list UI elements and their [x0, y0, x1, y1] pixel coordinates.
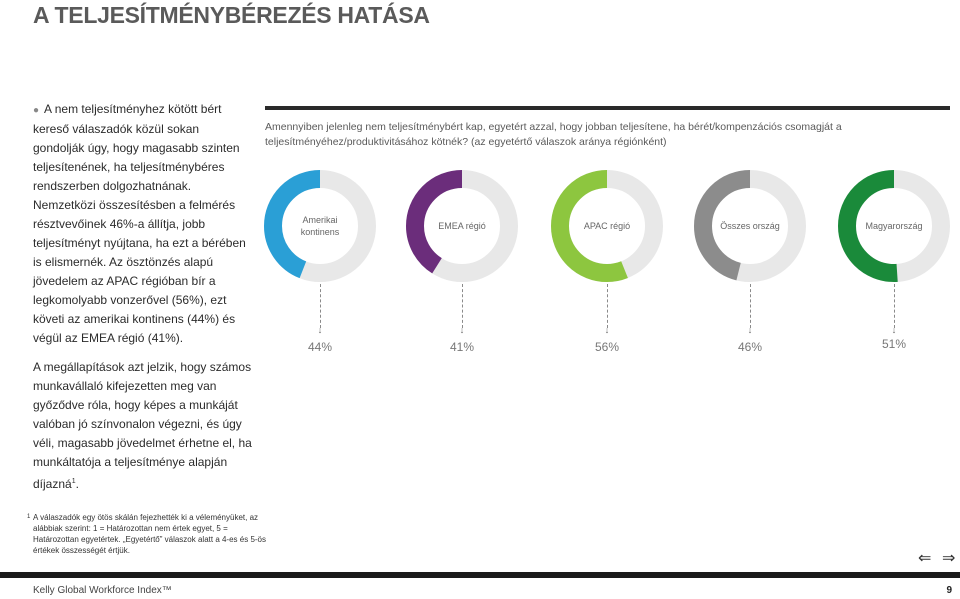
value-label-emea: 41% [449, 340, 475, 354]
page-number: 9 [946, 585, 952, 596]
arrow-down-icon: ↓ [604, 325, 610, 335]
value-label-all-countries: 46% [737, 340, 763, 354]
footer-bar [0, 572, 960, 578]
footnote-marker: 1 [27, 514, 31, 520]
donut-arc-americas [264, 170, 376, 282]
arrow-down-icon: ↓ [459, 325, 465, 335]
footer-brand: Kelly Global Workforce Index™ [33, 585, 172, 596]
arrow-down-icon: ↓ [317, 325, 323, 335]
footnote: 1 A válaszadók egy ötös skálán fejezhett… [27, 512, 273, 556]
donut-arc-apac [551, 170, 663, 282]
footnote-text: A válaszadók egy ötös skálán fejezhették… [33, 513, 267, 555]
prev-page-button[interactable]: ⇐ [918, 550, 932, 567]
donut-all-countries: Összes ország [694, 170, 806, 282]
arrow-down-icon: ↓ [891, 325, 897, 335]
donut-hungary: Magyarország [838, 170, 950, 282]
bullet-icon: ● [33, 105, 40, 116]
donut-label-emea: EMEA régió [438, 221, 486, 231]
donut-apac: APAC régió [551, 170, 663, 282]
page-title: A TELJESÍTMÉNYBÉREZÉS HATÁSA [33, 2, 430, 28]
connector-line-apac [607, 284, 608, 328]
section-divider [265, 106, 950, 110]
value-label-americas: 44% [307, 340, 333, 354]
donut-emea: EMEA régió [406, 170, 518, 282]
footnote-ref: 1 [71, 478, 76, 485]
connector-line-emea [462, 284, 463, 328]
connector-line-americas [320, 284, 321, 328]
intro-paragraph-2: A megállapítások azt jelzik, hogy számos… [33, 360, 252, 491]
connector-line-all-countries [750, 284, 751, 328]
donut-arc-hungary [838, 170, 950, 282]
donut-americas: Amerikai kontinens [264, 170, 376, 282]
donut-label-all-countries: Összes ország [720, 221, 780, 231]
connector-line-hungary [894, 284, 895, 328]
value-label-hungary: 51% [881, 337, 907, 351]
arrow-down-icon: ↓ [747, 325, 753, 335]
survey-question: Amennyiben jelenleg nem teljesítménybért… [265, 121, 842, 148]
donut-label-apac: APAC régió [583, 221, 631, 231]
next-page-button[interactable]: ⇒ [942, 550, 956, 567]
donut-arc-emea [406, 170, 518, 282]
intro-paragraph-1: ● A nem teljesítményhez kötött bért keres… [33, 102, 246, 345]
donut-arc-all-countries [694, 170, 806, 282]
intro-text: ● A nem teljesítményhez kötött bért keres… [33, 100, 253, 494]
donut-label-hungary: Magyarország [865, 221, 923, 231]
value-label-apac: 56% [594, 340, 620, 354]
donut-label-americas: Amerikai kontinens [300, 215, 340, 237]
